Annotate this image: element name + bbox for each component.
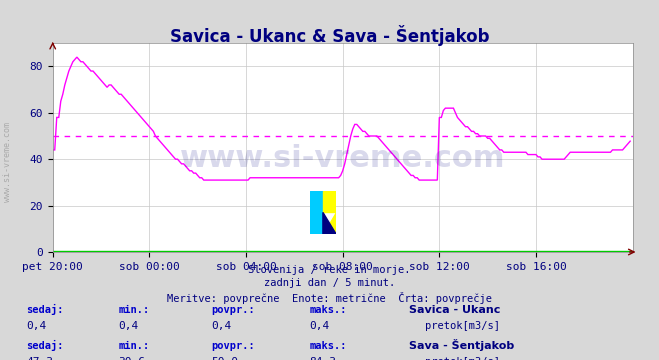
Text: 50,0: 50,0	[211, 357, 238, 360]
Text: sedaj:: sedaj:	[26, 340, 64, 351]
Polygon shape	[323, 191, 336, 212]
Text: sedaj:: sedaj:	[26, 304, 64, 315]
Polygon shape	[323, 212, 336, 234]
Text: 0,4: 0,4	[26, 321, 47, 332]
Text: zadnji dan / 5 minut.: zadnji dan / 5 minut.	[264, 278, 395, 288]
Text: maks.:: maks.:	[310, 341, 347, 351]
Text: min.:: min.:	[119, 341, 150, 351]
Text: www.si-vreme.com: www.si-vreme.com	[180, 144, 505, 172]
Text: min.:: min.:	[119, 305, 150, 315]
Text: povpr.:: povpr.:	[211, 341, 254, 351]
Text: Slovenija / reke in morje.: Slovenija / reke in morje.	[248, 265, 411, 275]
Text: 0,4: 0,4	[119, 321, 139, 332]
Text: pretok[m3/s]: pretok[m3/s]	[425, 357, 500, 360]
Text: pretok[m3/s]: pretok[m3/s]	[425, 321, 500, 332]
Text: Savica - Ukanc: Savica - Ukanc	[409, 305, 500, 315]
Text: maks.:: maks.:	[310, 305, 347, 315]
Text: Meritve: povprečne  Enote: metrične  Črta: povprečje: Meritve: povprečne Enote: metrične Črta:…	[167, 292, 492, 304]
Text: www.si-vreme.com: www.si-vreme.com	[3, 122, 13, 202]
Polygon shape	[310, 191, 323, 234]
Text: 84,3: 84,3	[310, 357, 337, 360]
Text: 47,3: 47,3	[26, 357, 53, 360]
Text: 0,4: 0,4	[310, 321, 330, 332]
Polygon shape	[323, 212, 336, 234]
Text: Sava - Šentjakob: Sava - Šentjakob	[409, 339, 514, 351]
Text: povpr.:: povpr.:	[211, 305, 254, 315]
Text: 30,6: 30,6	[119, 357, 146, 360]
Text: Savica - Ukanc & Sava - Šentjakob: Savica - Ukanc & Sava - Šentjakob	[170, 25, 489, 46]
Text: 0,4: 0,4	[211, 321, 231, 332]
